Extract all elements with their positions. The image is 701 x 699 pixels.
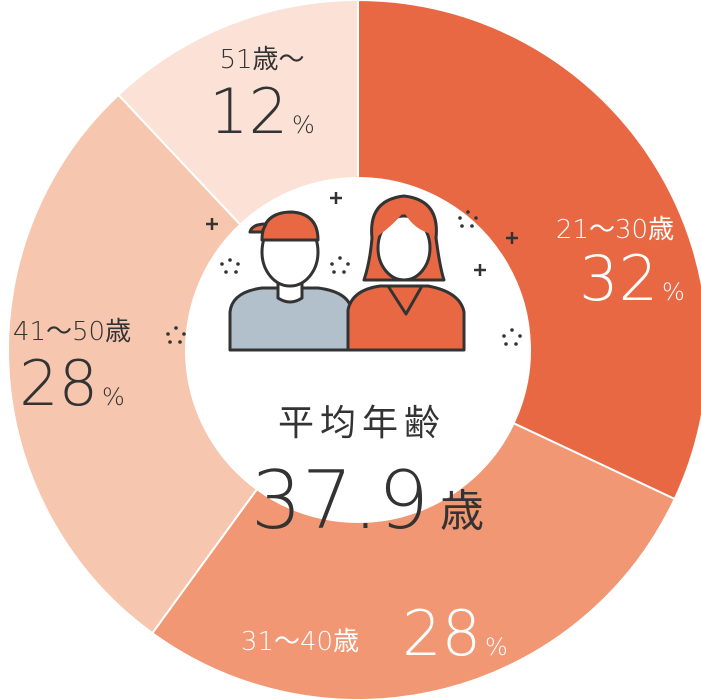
value-label: 32% [579, 242, 685, 315]
category-label: 51歳～ [219, 45, 304, 75]
slice [7, 93, 259, 635]
value-label: 28% [402, 597, 508, 670]
value-label: 28% [19, 347, 125, 420]
category-label: 31～40歳 [241, 627, 359, 657]
value-unit: % [662, 278, 685, 306]
value-number: 32 [579, 242, 658, 315]
people-icon [166, 192, 522, 352]
value-number: 12 [209, 75, 288, 148]
category-label: 21～30歳 [556, 215, 674, 245]
slice [357, 0, 701, 501]
center-unit: 歳 [440, 486, 484, 537]
value-number: 28 [402, 597, 481, 670]
center-title: 平均年齢 [278, 403, 446, 444]
value-unit: % [292, 111, 315, 139]
value-unit: % [485, 633, 508, 661]
slice [116, 0, 359, 227]
slice [150, 421, 677, 699]
donut [7, 0, 701, 699]
center-value: 37.9 [251, 454, 429, 547]
category-label: 41～50歳 [13, 317, 131, 347]
value-label: 12% [209, 75, 315, 148]
value-unit: % [102, 383, 125, 411]
value-number: 28 [19, 347, 98, 420]
